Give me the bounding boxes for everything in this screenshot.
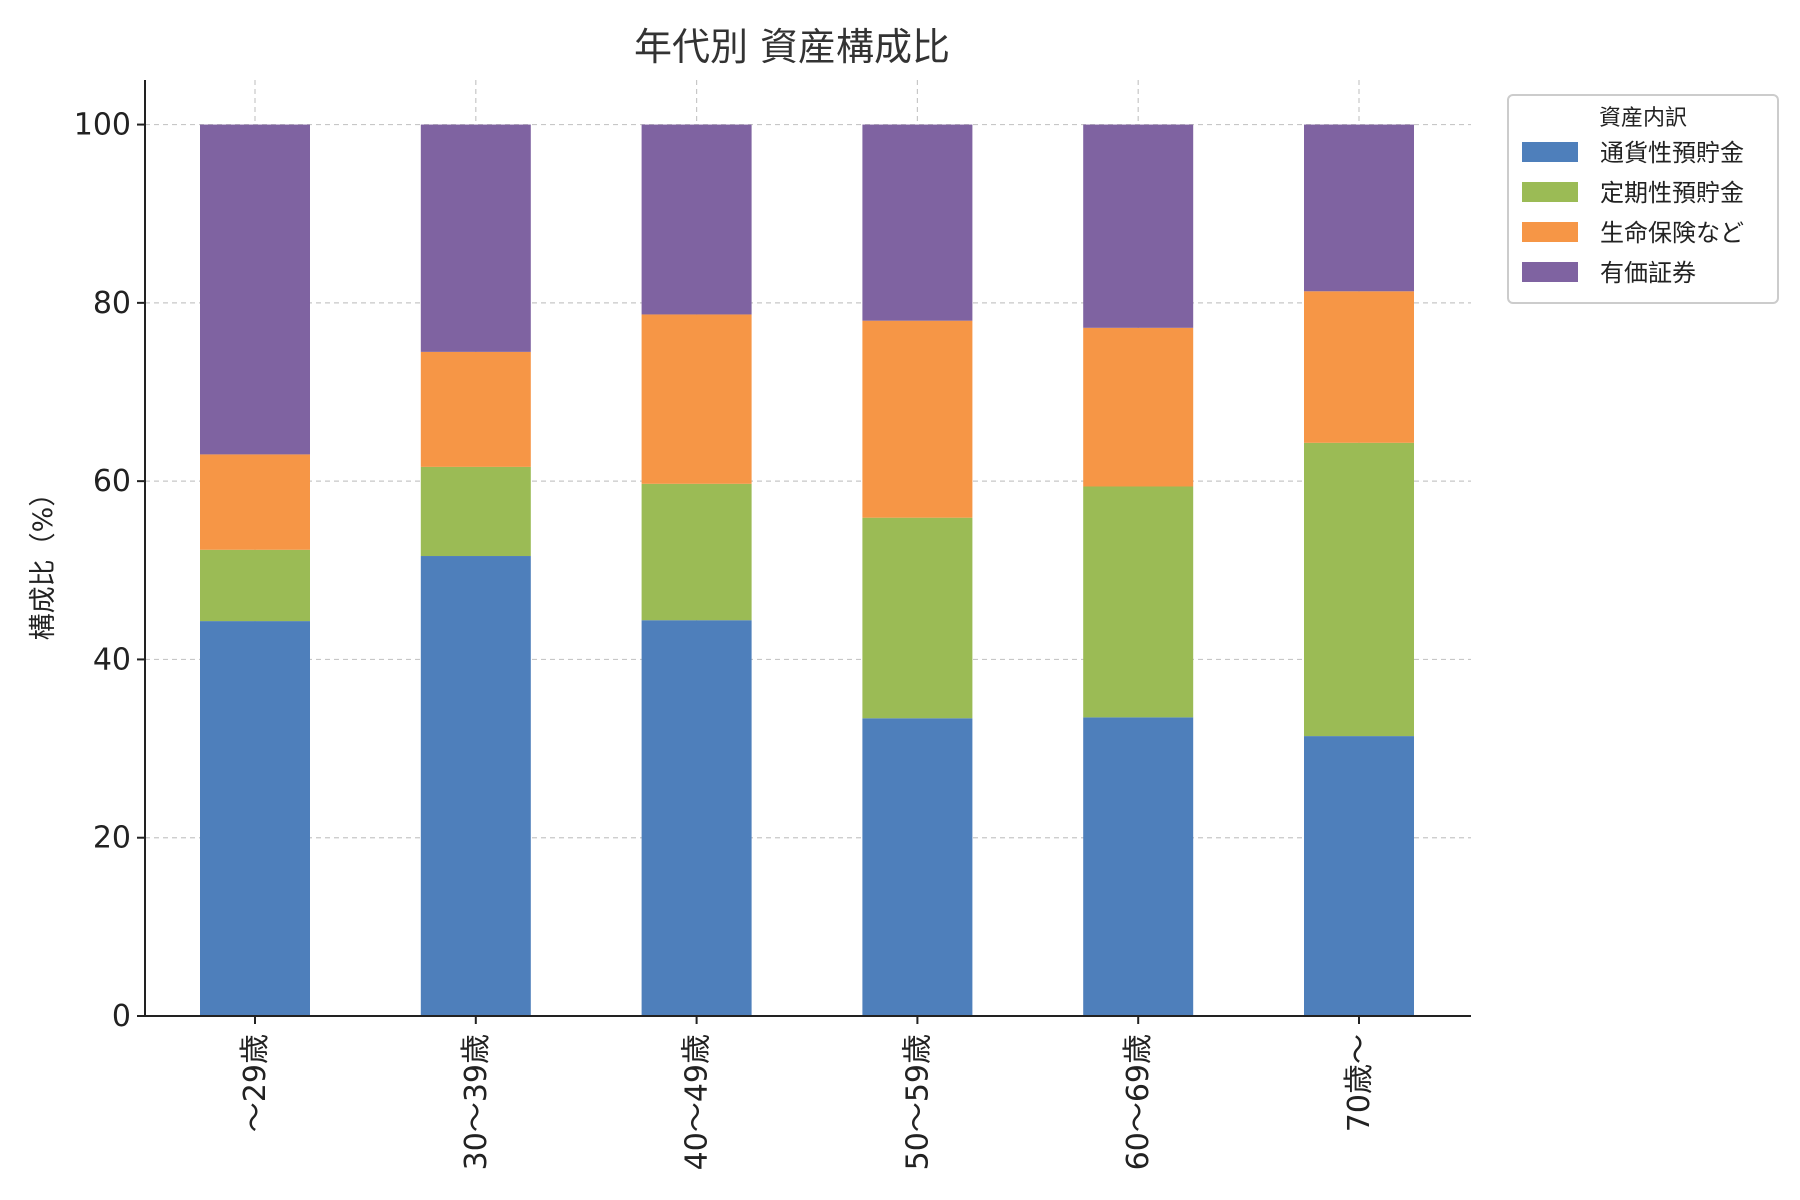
legend-label: 通貨性預貯金 (1600, 139, 1744, 167)
y-tick-label: 80 (93, 286, 131, 321)
y-axis-label: 構成比（%） (28, 480, 59, 641)
y-tick-labels: 0 20 40 60 80 100 (74, 108, 145, 1034)
legend-swatch (1522, 142, 1578, 162)
chart-title: 年代別 資産構成比 (634, 25, 950, 69)
bar-segment (200, 621, 310, 1016)
y-tick-label: 100 (74, 108, 131, 143)
bar-segment (862, 517, 973, 719)
bar-segment (641, 314, 752, 484)
bar-segment (1304, 124, 1414, 292)
legend-title: 資産内訳 (1599, 106, 1687, 131)
legend-swatch (1522, 222, 1578, 242)
bars (200, 124, 1414, 1016)
bar-segment (1083, 327, 1194, 487)
y-tick-label: 60 (93, 464, 131, 499)
axes (144, 80, 1471, 1017)
bar-segment (420, 124, 531, 352)
y-tick-label: 0 (112, 999, 131, 1034)
bar-segment (862, 718, 973, 1016)
bar-segment (862, 320, 973, 518)
y-tick-label: 20 (93, 821, 131, 856)
bar-segment (641, 483, 752, 621)
legend-label: 生命保険など (1600, 219, 1744, 247)
bar-segment (200, 549, 310, 622)
bar-segment (1083, 486, 1194, 718)
x-tick-label: 50～59歳 (900, 1034, 935, 1170)
bar-segment (420, 556, 531, 1016)
bar-segment (420, 351, 531, 467)
x-tick-label: 70歳～ (1342, 1034, 1377, 1132)
bar-segment (1304, 291, 1414, 443)
legend-swatch (1522, 182, 1578, 202)
x-tick-label: 60～69歳 (1121, 1034, 1156, 1170)
grid-lines (145, 80, 1471, 1017)
legend-swatch (1522, 262, 1578, 282)
bar-segment (420, 466, 531, 557)
y-tick-label: 40 (93, 642, 131, 677)
bar-segment (1083, 124, 1194, 328)
bar-segment (641, 124, 752, 315)
x-tick-label: ～29歳 (238, 1034, 273, 1132)
x-tick-label: 40～49歳 (680, 1034, 715, 1170)
bar-segment (200, 454, 310, 550)
bar-segment (200, 124, 310, 455)
bar-segment (862, 124, 973, 321)
x-tick-label: 30～39歳 (459, 1034, 494, 1170)
bar-segment (1083, 717, 1194, 1016)
x-tick-labels: ～29歳 30～39歳 40～49歳 50～59歳 60～69歳 70歳～ (238, 1016, 1377, 1170)
bar-segment (1304, 736, 1414, 1016)
legend-label: 定期性預貯金 (1600, 179, 1744, 207)
legend-label: 有価証券 (1600, 259, 1696, 287)
bar-segment (641, 620, 752, 1016)
bar-segment (1304, 442, 1414, 737)
